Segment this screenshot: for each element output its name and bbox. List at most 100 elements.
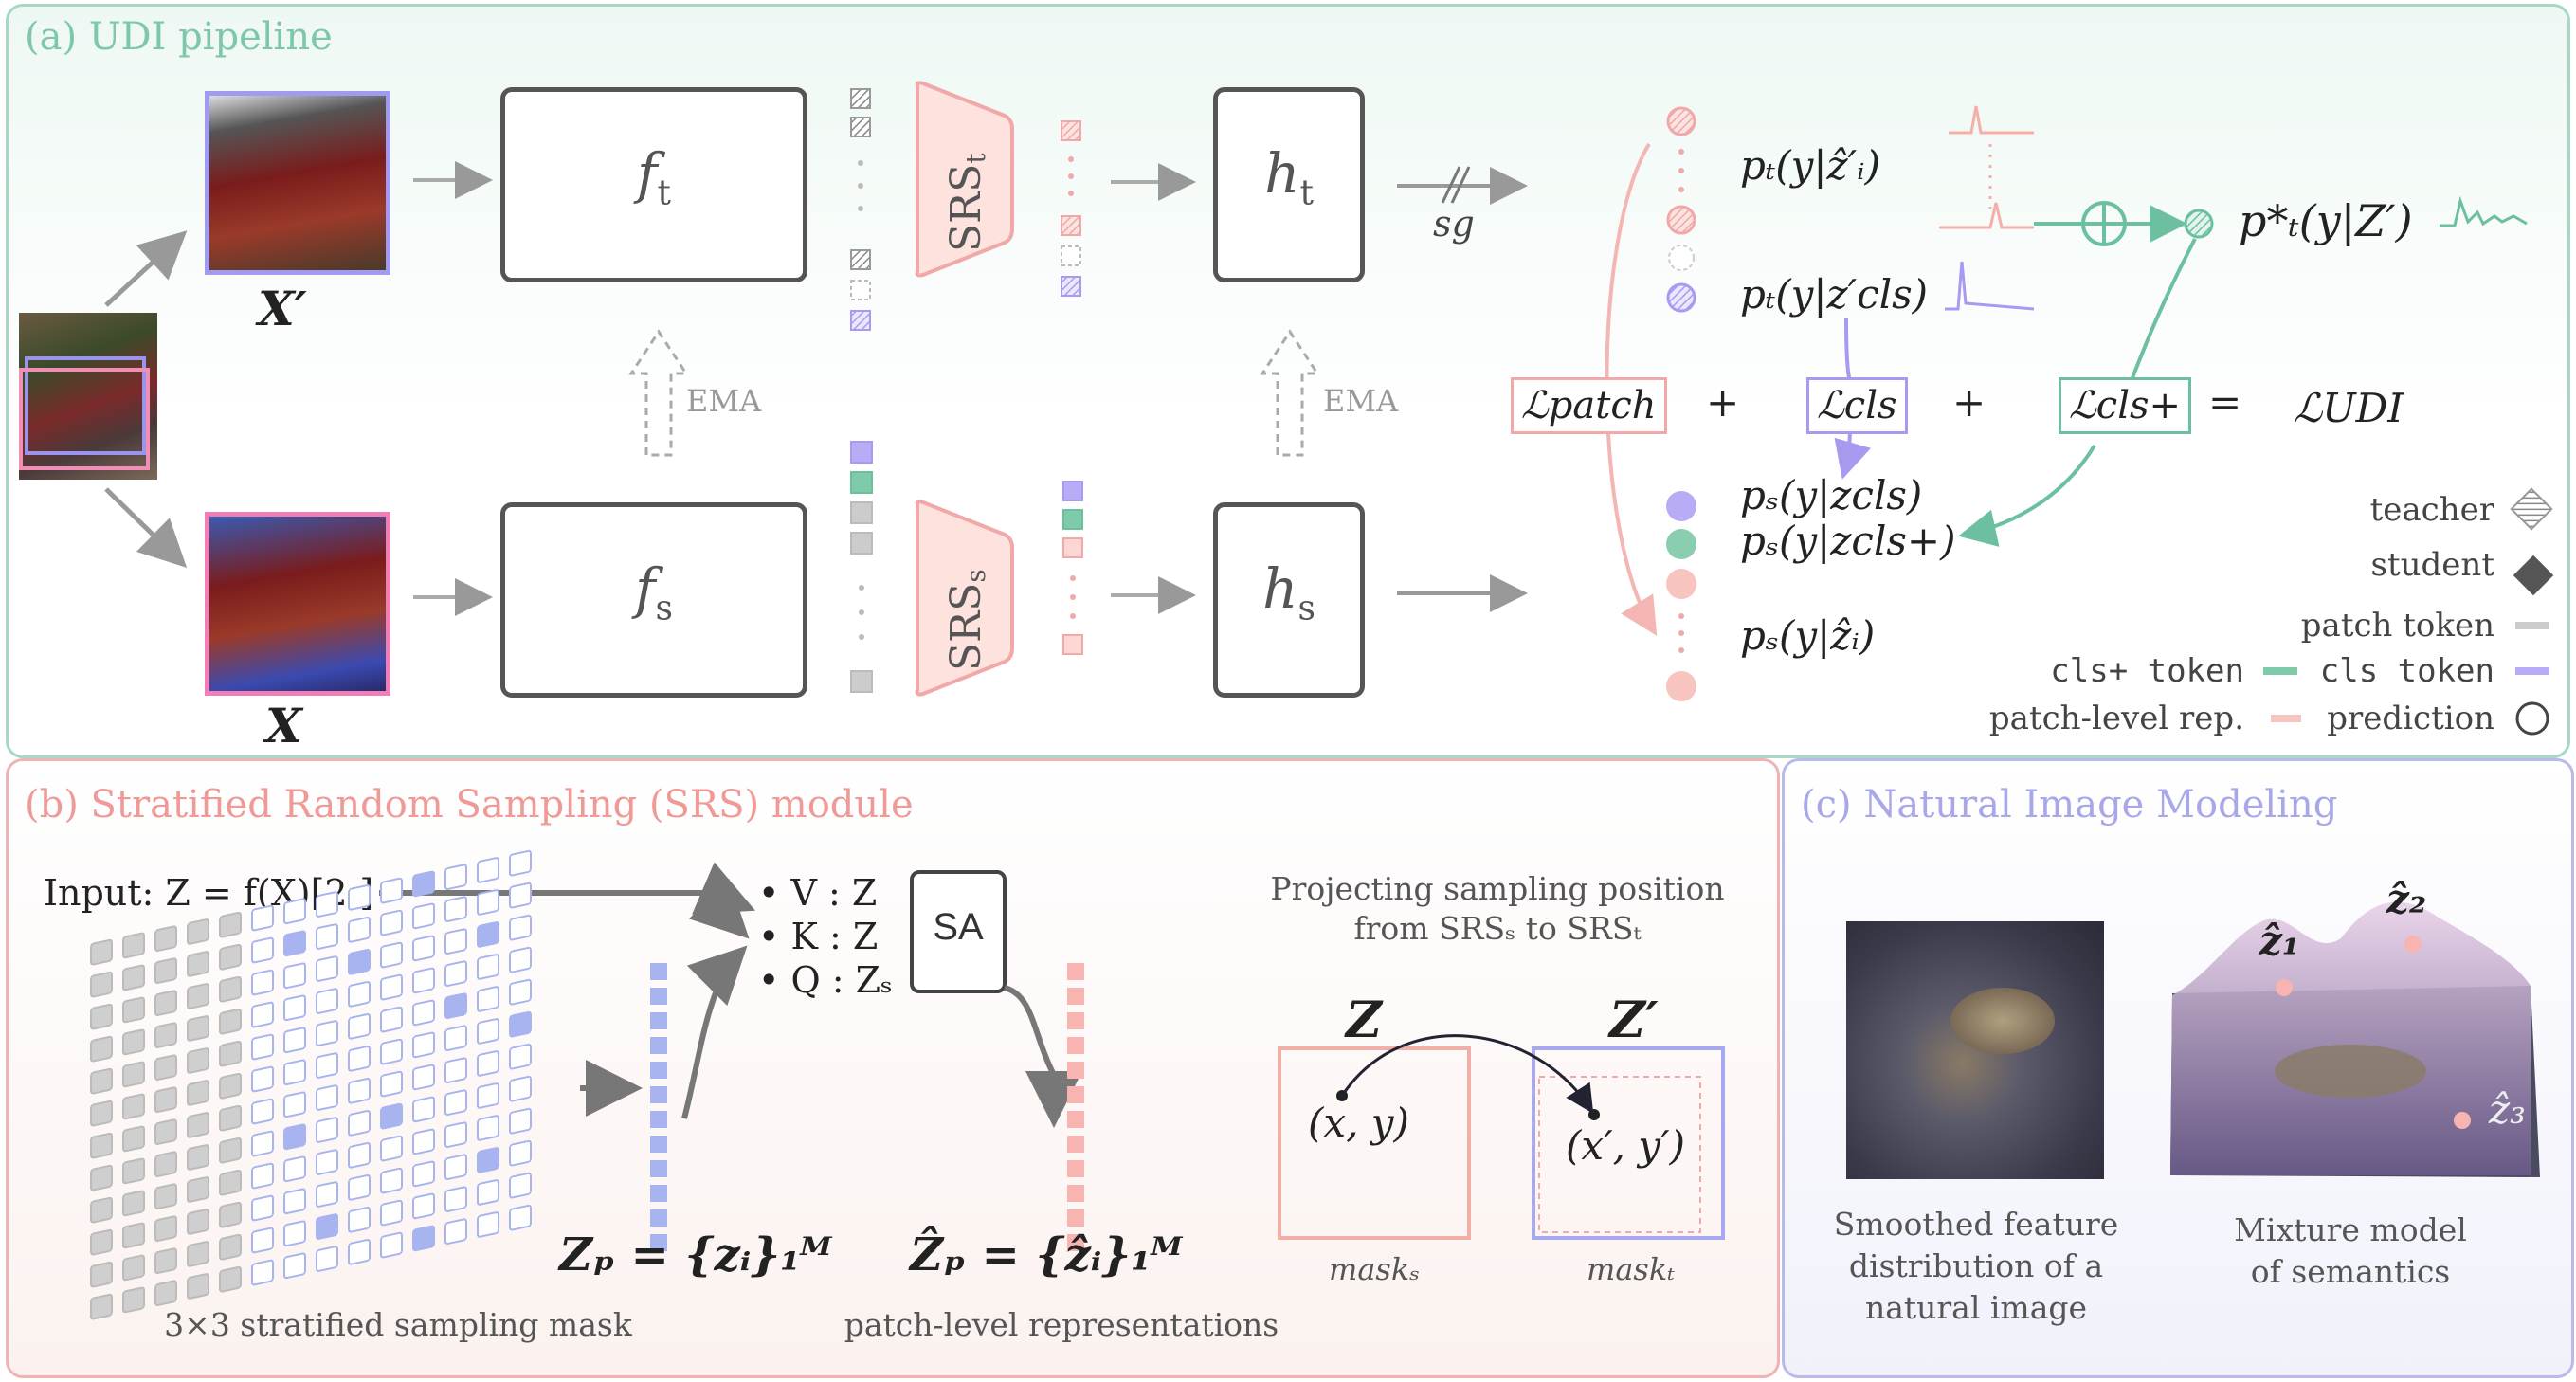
mask-cell: [509, 1043, 532, 1070]
teacher-encoder-subscript: t: [657, 173, 671, 213]
mask-cell: [251, 1033, 274, 1061]
ema-label-encoder: EMA: [686, 383, 762, 419]
mask-cell: [251, 1227, 274, 1254]
output-patch: [1067, 1160, 1084, 1177]
mask-cell: [348, 1078, 371, 1104]
mask-cell: [412, 1128, 435, 1155]
mask-cell: [187, 1241, 209, 1267]
mask-cell: [283, 994, 306, 1022]
mask-cell: [251, 1130, 274, 1157]
sampled-patch: [650, 1086, 667, 1103]
output-patch: [1067, 1209, 1084, 1227]
mask-cell: [444, 1154, 467, 1180]
combine-operator: [2081, 201, 2127, 246]
z-hat-1: ẑ₁: [2259, 918, 2300, 964]
sampled-mask-cell: [284, 1124, 305, 1150]
legend-student: student: [2370, 546, 2494, 584]
output-patch: [1067, 988, 1084, 1005]
mask-cell: [316, 923, 338, 950]
mask-cell: [251, 969, 274, 996]
teacher-cls-pred: pₜ(y|z′cls): [1740, 271, 1929, 318]
teacher-head-box: ht: [1213, 87, 1365, 282]
legend-clsplus-token: cls+ token: [2050, 652, 2244, 690]
legend-patch-token: patch token: [2300, 607, 2494, 645]
projection-title-line1: Projecting sampling position: [1270, 870, 1725, 907]
student-encoder-box: fs: [500, 502, 807, 698]
mask-s-label: maskₛ: [1329, 1251, 1421, 1287]
student-encoder-subscript: s: [655, 589, 673, 628]
mask-cell: [154, 990, 177, 1016]
mask-cell: [348, 1013, 371, 1040]
teacher-head-label: h: [1264, 141, 1300, 206]
mask-cell: [380, 877, 403, 904]
mask-cell: [316, 1181, 338, 1208]
mask-cell: [283, 898, 306, 925]
output-patch: [1067, 1111, 1084, 1128]
mask-cell: [154, 1118, 177, 1145]
output-patch: [1067, 1037, 1084, 1054]
mask-cell: [219, 911, 242, 938]
mask-cell: [219, 1201, 242, 1228]
output-patch: [1067, 1234, 1084, 1251]
caption-mixture-line2: of semantics: [2250, 1253, 2451, 1290]
mask-cell: [380, 1231, 403, 1259]
mask-cell: [122, 1190, 145, 1217]
mask-cell: [90, 1196, 113, 1224]
mask-caption: 3×3 stratified sampling mask: [164, 1306, 632, 1343]
mask-cell: [380, 1070, 403, 1098]
value-input: • V : Z: [758, 872, 878, 914]
student-legend-icon: [2513, 555, 2554, 596]
sampled-mask-cell: [510, 1011, 531, 1037]
mask-cell: [444, 1025, 467, 1051]
sampled-mask-cell: [445, 993, 466, 1018]
stratified-mask-grid: [90, 849, 532, 1320]
mask-cell: [90, 1035, 113, 1063]
mask-cell: [90, 1293, 113, 1320]
mask-cell: [251, 936, 274, 964]
panel-b-title: (b) Stratified Random Sampling (SRS) mod…: [25, 783, 914, 827]
x-label: X: [265, 698, 302, 754]
crop-x-image: [205, 512, 390, 696]
mask-cell: [122, 1028, 145, 1056]
student-patch-pred: pₛ(y|ẑᵢ): [1740, 612, 1876, 659]
output-patch: [1067, 963, 1084, 980]
teacher-mixture-distribution: [2440, 195, 2528, 227]
stop-gradient-label: sg: [1433, 203, 1475, 245]
plus-sign-1: +: [1706, 379, 1740, 426]
mask-cell: [90, 1003, 113, 1030]
mask-cell: [219, 1072, 242, 1100]
mask-cell: [283, 1027, 306, 1054]
sampled-mask-cell: [284, 931, 305, 956]
mask-cell: [316, 955, 338, 982]
mask-cell: [444, 1218, 467, 1245]
mask-cell: [187, 1047, 209, 1074]
mask-cell: [348, 917, 371, 943]
mask-cell: [380, 1199, 403, 1227]
mask-cell: [444, 928, 467, 955]
legend-cls-token: cls token: [2319, 652, 2494, 690]
sampled-patch: [650, 1160, 667, 1177]
mask-cell: [509, 978, 532, 1006]
crop-x-prime-image: [205, 91, 390, 275]
sampled-mask-cell: [349, 950, 370, 974]
mask-cell: [380, 1038, 403, 1065]
mask-cell: [187, 1015, 209, 1042]
sampled-patch: [650, 1209, 667, 1227]
z-prime-label: Z′: [1609, 991, 1659, 1049]
student-encoder-label: f: [635, 556, 656, 621]
z-label: Z: [1346, 991, 1382, 1049]
mask-cell: [90, 938, 113, 966]
zhat-p-formula: Ẑₚ = {ẑᵢ}₁ᴹ: [910, 1228, 1183, 1282]
prediction-legend-icon: [2515, 701, 2549, 736]
output-patch: [1067, 1185, 1084, 1202]
mask-cell: [154, 1215, 177, 1242]
mask-cell: [154, 1247, 177, 1274]
mask-cell: [412, 999, 435, 1027]
mask-cell: [219, 1104, 242, 1132]
teacher-cls-distribution: [1945, 261, 2035, 311]
loss-clsplus-box: ℒcls+: [2059, 377, 2192, 434]
output-patch: [1067, 1012, 1084, 1029]
mask-cell: [154, 925, 177, 952]
mask-cell: [251, 1001, 274, 1028]
teacher-head-subscript: t: [1299, 173, 1314, 213]
